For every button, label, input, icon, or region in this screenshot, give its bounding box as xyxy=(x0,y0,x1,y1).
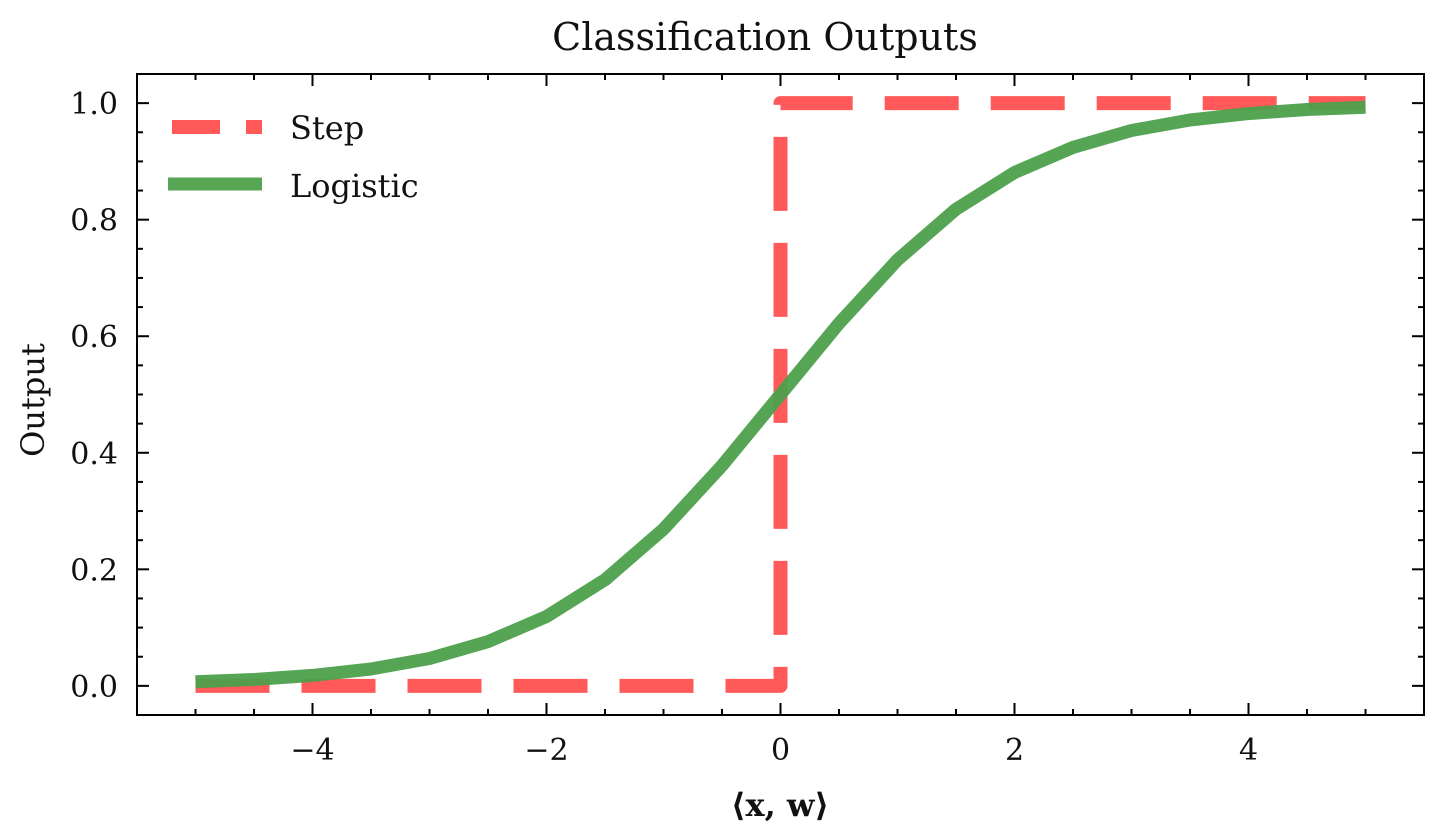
x-tick-label: 0 xyxy=(771,733,790,768)
series-layer xyxy=(195,96,1366,693)
labels-layer: −4 −2 0 2 4 0.0 0.2 0.4 0.6 0.8 1.0 xyxy=(70,87,1258,768)
y-tick-label: 0.4 xyxy=(70,437,118,472)
legend: Step Logistic xyxy=(168,109,419,205)
x-tick-label: 4 xyxy=(1239,733,1258,768)
x-tick-label: −4 xyxy=(290,733,334,768)
x-axis-label: ⟨x, w⟩ xyxy=(731,786,829,824)
x-tick-label: 2 xyxy=(1005,733,1024,768)
series-line-logistic xyxy=(195,100,1366,689)
y-tick-label: 0.6 xyxy=(70,320,118,355)
y-tick-label: 0.8 xyxy=(70,204,118,239)
y-tick-label: 1.0 xyxy=(70,87,118,122)
y-tick-label: 0.0 xyxy=(70,670,118,705)
x-tick-label: −2 xyxy=(524,733,568,768)
y-axis-label: Output xyxy=(14,343,52,457)
legend-label-step: Step xyxy=(290,109,364,147)
legend-label-logistic: Logistic xyxy=(290,167,419,205)
y-tick-label: 0.2 xyxy=(70,553,118,588)
ticks-layer xyxy=(137,74,1424,715)
chart-title: Classification Outputs xyxy=(552,15,978,59)
